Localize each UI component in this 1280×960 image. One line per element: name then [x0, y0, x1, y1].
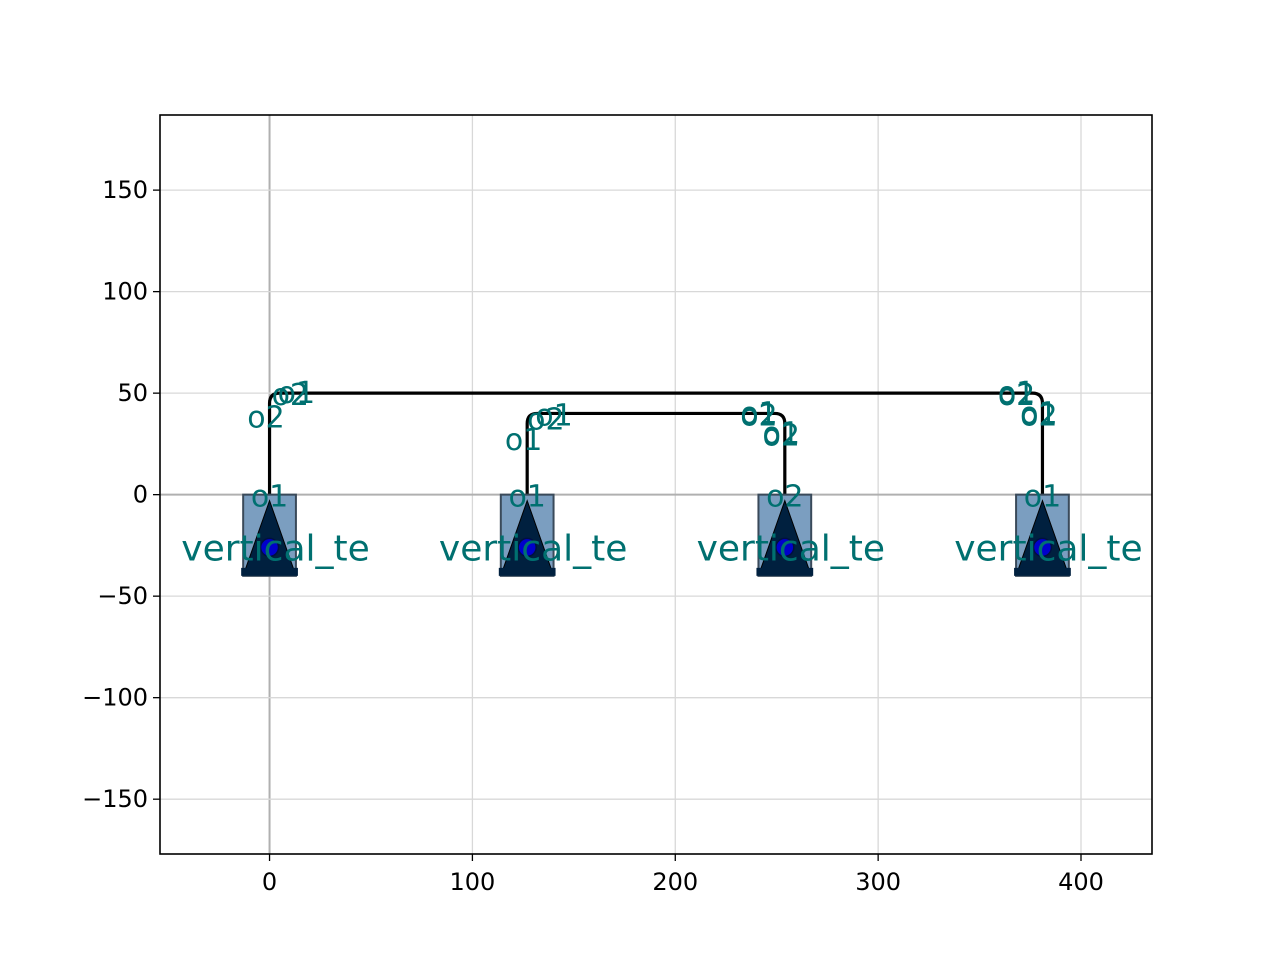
- bend-port-label: o2: [998, 378, 1035, 413]
- grating-port-dot: [517, 537, 537, 558]
- component-vertical-te: [241, 493, 298, 577]
- y-tick-label: −50: [97, 582, 148, 610]
- waveguide-route: [525, 411, 787, 495]
- bend-port-label: o2: [1020, 398, 1057, 433]
- bend-port-label: o1: [763, 417, 800, 452]
- x-tick-label: 200: [652, 868, 698, 896]
- x-tick-label: 0: [262, 868, 277, 896]
- bend-port-label: o2: [527, 403, 564, 438]
- component-vertical-te: [756, 493, 814, 577]
- grid-lines: [160, 115, 1152, 854]
- grating-port-dot: [1032, 537, 1053, 558]
- x-tick-label: 100: [450, 868, 496, 896]
- component-port-label: o1: [508, 480, 545, 515]
- y-tick-label: −100: [82, 684, 148, 712]
- x-tick-label: 400: [1058, 868, 1104, 896]
- bend-port-label: o2: [740, 398, 777, 433]
- plot-frame: [159, 114, 1153, 855]
- x-tick-label: 300: [855, 868, 901, 896]
- y-tick-label: −150: [82, 785, 148, 813]
- component-label: vertical_te: [181, 528, 370, 569]
- y-tick-label: 50: [117, 379, 148, 407]
- component-base: [498, 567, 556, 576]
- component-base: [241, 567, 298, 576]
- component-port-label: o2: [766, 480, 803, 515]
- components: [241, 493, 1071, 577]
- y-tick-label: 100: [102, 278, 148, 306]
- y-tick-label: 150: [102, 176, 148, 204]
- component-base: [756, 567, 814, 576]
- bend-port-label: o1: [505, 423, 542, 458]
- bend-port-label: o1: [535, 398, 572, 433]
- grating-port-dot: [775, 537, 795, 558]
- bend-port-label: o2: [247, 400, 284, 435]
- component-port-label: o1: [1024, 480, 1061, 515]
- bend-port-label: o1: [278, 376, 315, 411]
- waveguide-route: [267, 391, 1045, 495]
- component-label: vertical_te: [954, 528, 1143, 569]
- y-tick-label: 0: [133, 481, 148, 509]
- routes: [267, 391, 1045, 495]
- component-base: [1014, 567, 1071, 576]
- component-label: vertical_te: [697, 528, 886, 569]
- component-vertical-te: [498, 493, 556, 577]
- bend-port-label: o1: [740, 396, 777, 431]
- component-label: vertical_te: [439, 528, 628, 569]
- port-labels: o1 vertical_te o1 vertical_te o2 vertical_te o…: [181, 376, 1142, 569]
- axis-ticks: 0 100 200 300 400 150 100 50 0 −50 −100 −150: [82, 176, 1104, 896]
- bend-port-label: o2: [763, 419, 800, 454]
- grating-port-dot: [259, 537, 280, 558]
- component-port-label: o1: [251, 480, 288, 515]
- bend-port-label: o2: [272, 378, 309, 413]
- bend-port-label: o1: [998, 376, 1035, 411]
- bend-port-label: o1: [1020, 396, 1057, 431]
- component-vertical-te: [1014, 493, 1071, 577]
